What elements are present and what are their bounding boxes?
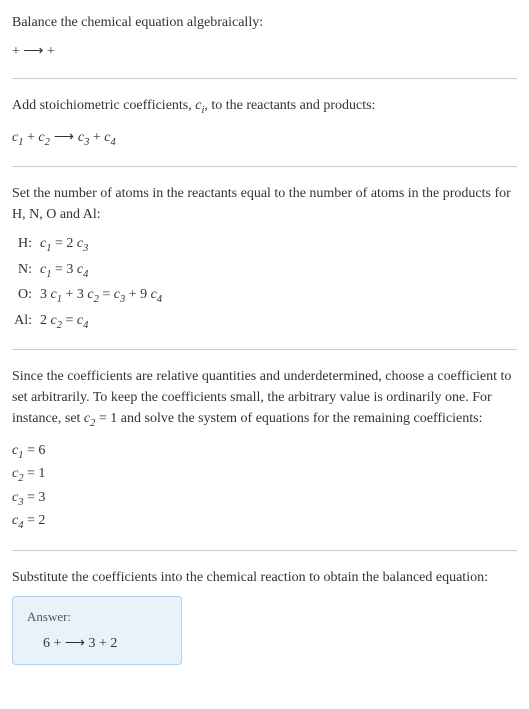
section-substitute: Substitute the coefficients into the che… [12, 567, 517, 681]
answer-box: Answer: 6 + ⟶ 3 + 2 [12, 596, 182, 665]
atom-eq-o: 3 c1 + 3 c2 = c3 + 9 c4 [40, 284, 517, 308]
coeff-s4: 4 [111, 136, 116, 147]
plus-2: + [89, 130, 104, 145]
arrow-icon: ⟶ [54, 127, 74, 148]
coeff-line-4: c4 = 2 [12, 510, 517, 534]
atom-label-al: Al: [12, 310, 40, 334]
coeff-line-3: c3 = 3 [12, 487, 517, 511]
stoich-heading-pre: Add stoichiometric coefficients, [12, 98, 195, 113]
atom-eq-al: 2 c2 = c4 [40, 310, 517, 334]
balance-equation: + ⟶ + [12, 41, 517, 62]
section-stoich: Add stoichiometric coefficients, ci, to … [12, 95, 517, 167]
atom-table: H: c1 = 2 c3 N: c1 = 3 c4 O: 3 c1 + 3 c2… [12, 233, 517, 333]
substitute-heading: Substitute the coefficients into the che… [12, 567, 517, 588]
stoich-heading: Add stoichiometric coefficients, ci, to … [12, 95, 517, 119]
coeff-list: c1 = 6 c2 = 1 c3 = 3 c4 = 2 [12, 440, 517, 534]
atoms-heading: Set the number of atoms in the reactants… [12, 183, 517, 225]
atom-eq-n: c1 = 3 c4 [40, 259, 517, 283]
atom-eq-h: c1 = 2 c3 [40, 233, 517, 257]
coeff-s2: 2 [45, 136, 50, 147]
solve-heading: Since the coefficients are relative quan… [12, 366, 517, 432]
stoich-equation: c1 + c2 ⟶ c3 + c4 [12, 127, 517, 151]
answer-content: 6 + ⟶ 3 + 2 [27, 633, 167, 654]
plus-1: + [23, 130, 38, 145]
coeff-line-1: c1 = 6 [12, 440, 517, 464]
section-balance: Balance the chemical equation algebraica… [12, 12, 517, 79]
stoich-heading-post: , to the reactants and products: [204, 98, 375, 113]
atom-label-n: N: [12, 259, 40, 283]
atom-label-h: H: [12, 233, 40, 257]
section-atoms: Set the number of atoms in the reactants… [12, 183, 517, 350]
section-solve: Since the coefficients are relative quan… [12, 366, 517, 551]
balance-heading: Balance the chemical equation algebraica… [12, 12, 517, 33]
answer-label: Answer: [27, 607, 167, 627]
coeff-line-2: c2 = 1 [12, 463, 517, 487]
atom-label-o: O: [12, 284, 40, 308]
